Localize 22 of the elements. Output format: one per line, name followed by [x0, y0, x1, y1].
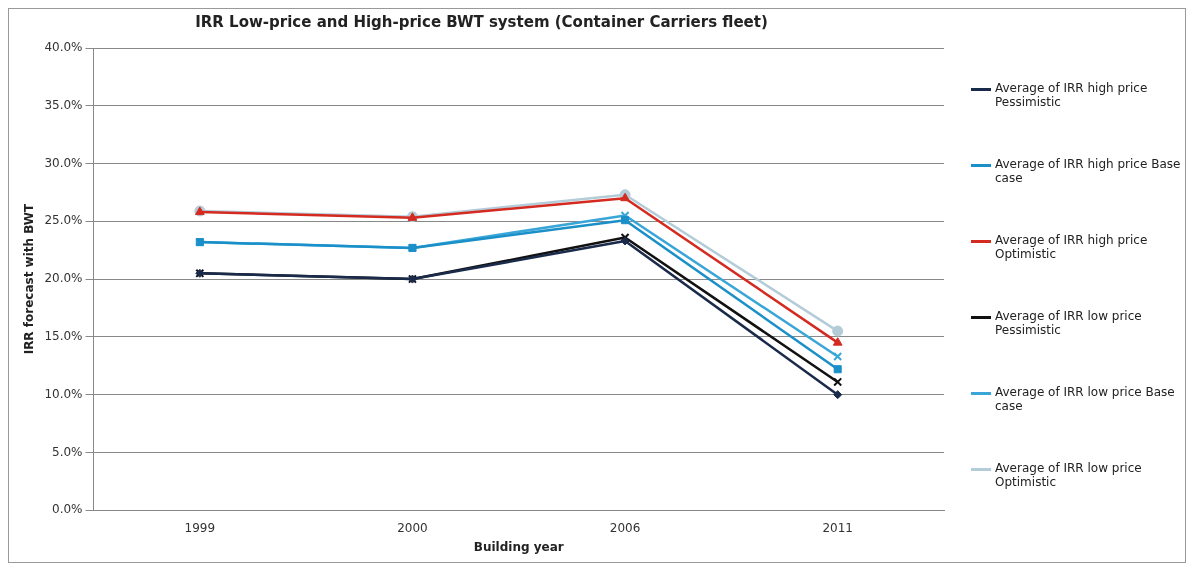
y-tick-label: 25.0%: [44, 213, 83, 228]
legend-label: Average of IRR high price Optimistic: [995, 233, 1149, 261]
y-tick-label: 15.0%: [44, 329, 83, 343]
y-tick-label: 35.0%: [44, 97, 83, 112]
x-tick-label: 2011: [822, 520, 853, 535]
y-tick-label: 20.0%: [44, 271, 83, 286]
x-tick-label: 1999: [184, 520, 216, 535]
y-tick-label: 5.0%: [52, 444, 83, 459]
legend-label: Average of IRR low price Optimistic: [995, 461, 1143, 489]
y-tick-label: 10.0%: [44, 386, 83, 401]
y-axis-title: IRR forecast with BWT: [22, 203, 37, 355]
x-tick-label: 2006: [609, 520, 641, 535]
legend-label: Average of IRR high price Pessimistic: [995, 81, 1149, 109]
y-tick-label: 40.0%: [44, 40, 83, 55]
y-tick-label: 30.0%: [44, 155, 83, 170]
x-tick-label: 2000: [397, 520, 428, 535]
y-tick-label: 0.0%: [52, 502, 83, 517]
legend-label: Average of IRR low price Pessimistic: [995, 309, 1143, 337]
legend-label: Average of IRR high price Base case: [995, 157, 1181, 185]
chart-title: IRR Low-price and High-price BWT system (Container Carriers fleet): [195, 12, 768, 31]
x-axis-title: Building year: [473, 539, 564, 554]
legend-label: Average of IRR low price Base case: [995, 385, 1176, 413]
